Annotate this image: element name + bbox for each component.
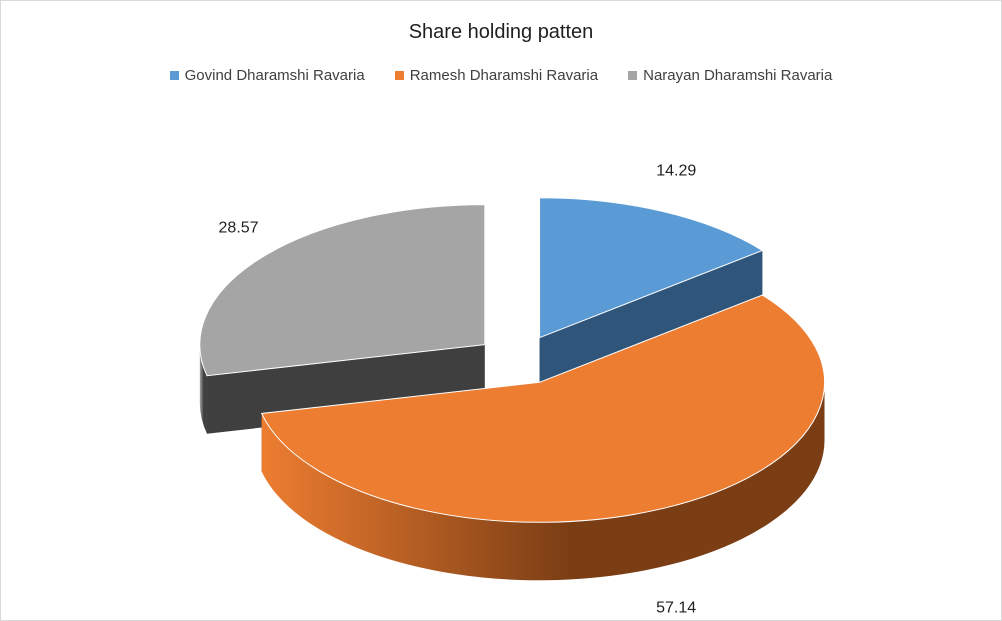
legend-swatch-govind bbox=[169, 71, 179, 80]
data-label-govind: 14.29 bbox=[656, 163, 696, 180]
legend-label-govind: Govind Dharamshi Ravaria bbox=[184, 67, 365, 84]
legend-item-govind: Govind Dharamshi Ravaria bbox=[169, 67, 365, 84]
pie-slice-ramesh bbox=[260, 294, 825, 581]
data-label-narayan: 28.57 bbox=[219, 219, 259, 236]
pie-slice-side-ramesh bbox=[261, 382, 825, 581]
data-label-ramesh: 57.14 bbox=[656, 599, 696, 616]
legend-swatch-ramesh bbox=[394, 71, 404, 80]
pie-slice-top-ramesh bbox=[260, 294, 825, 523]
legend-item-ramesh: Ramesh Dharamshi Ravaria bbox=[394, 67, 599, 84]
legend-item-narayan: Narayan Dharamshi Ravaria bbox=[628, 67, 832, 84]
pie-slice-top-narayan bbox=[199, 204, 486, 377]
pie-slice-side-narayan bbox=[199, 344, 207, 434]
chart-title: Share holding patten bbox=[408, 21, 594, 43]
legend: Govind Dharamshi Ravaria Ramesh Dharamsh… bbox=[1, 67, 1001, 84]
pie-slice-govind bbox=[539, 197, 764, 396]
legend-label-narayan: Narayan Dharamshi Ravaria bbox=[643, 67, 833, 84]
legend-label-ramesh: Ramesh Dharamshi Ravaria bbox=[409, 67, 599, 84]
pie-slice-top-govind bbox=[539, 197, 764, 339]
legend-swatch-narayan bbox=[628, 71, 638, 80]
pie-slice-wall-govind-1 bbox=[539, 250, 763, 396]
